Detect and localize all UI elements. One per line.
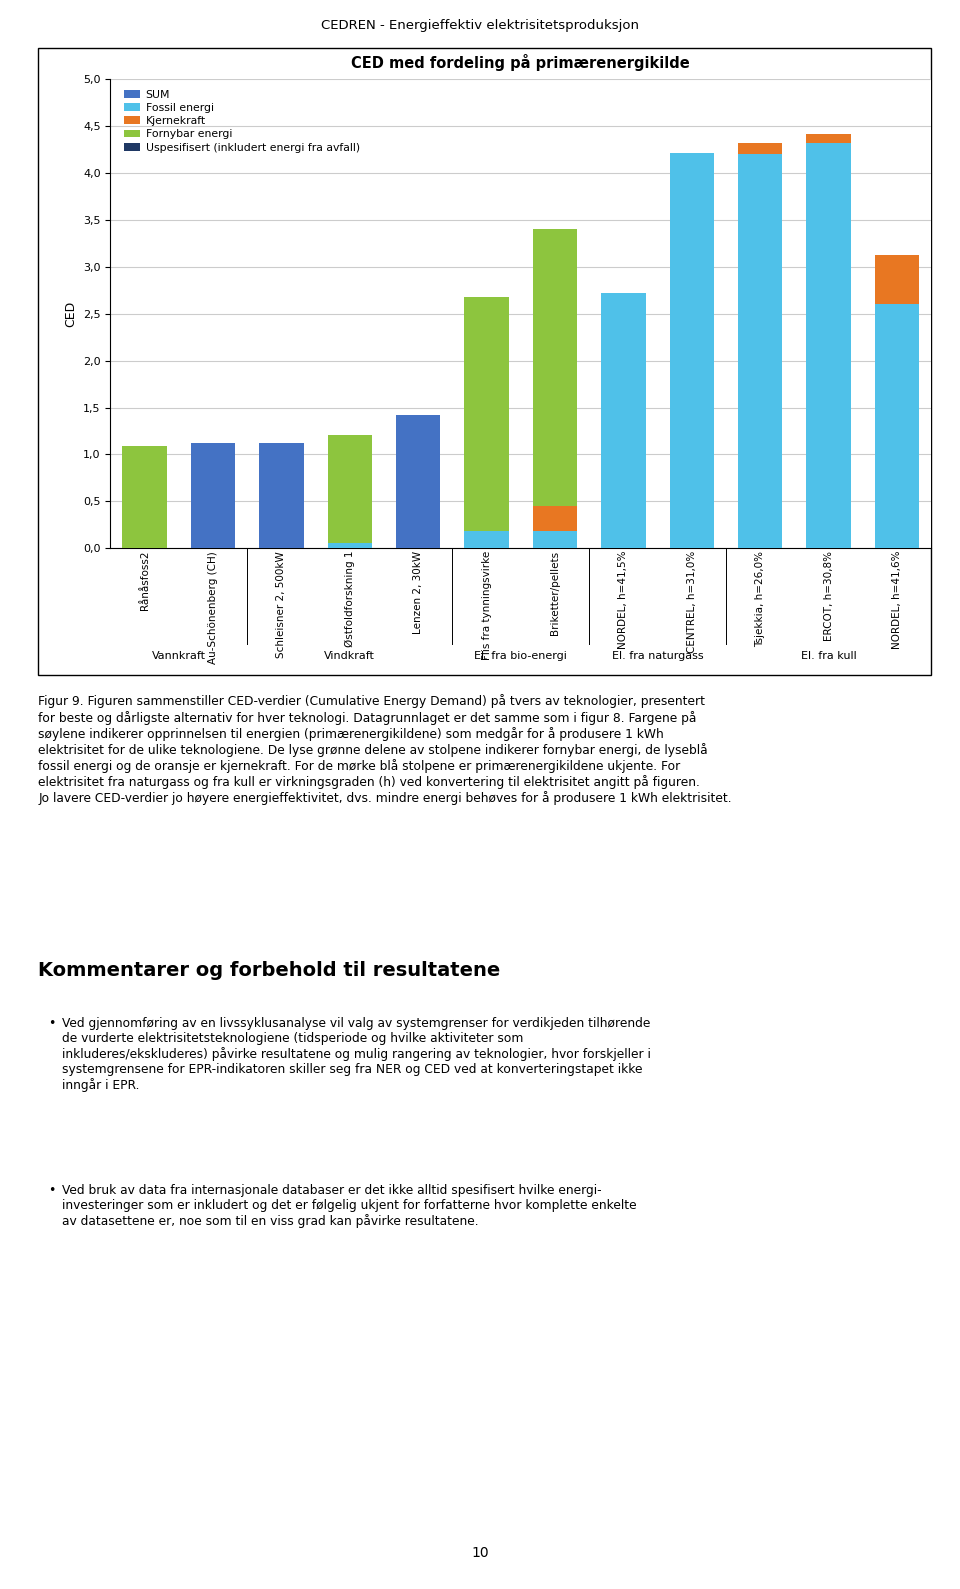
Text: El. fra kull: El. fra kull bbox=[801, 651, 856, 661]
Text: Vindkraft: Vindkraft bbox=[324, 651, 375, 661]
Y-axis label: CED: CED bbox=[64, 300, 78, 327]
Bar bbox=[327, 542, 372, 548]
Bar bbox=[465, 531, 509, 548]
Bar bbox=[875, 305, 920, 548]
Bar bbox=[259, 443, 303, 548]
Bar bbox=[533, 531, 577, 548]
Bar bbox=[533, 229, 577, 505]
Text: •: • bbox=[48, 1017, 56, 1030]
Bar bbox=[738, 143, 782, 154]
Bar bbox=[327, 435, 372, 542]
Text: •: • bbox=[48, 1184, 56, 1197]
Bar bbox=[396, 415, 441, 548]
Bar bbox=[601, 294, 646, 548]
Text: El. fra bio-energi: El. fra bio-energi bbox=[474, 651, 567, 661]
Bar bbox=[533, 505, 577, 531]
Title: CED med fordeling på primærenergikilde: CED med fordeling på primærenergikilde bbox=[351, 54, 690, 72]
Bar bbox=[465, 297, 509, 531]
Text: 10: 10 bbox=[471, 1546, 489, 1560]
Text: Kommentarer og forbehold til resultatene: Kommentarer og forbehold til resultatene bbox=[38, 961, 501, 980]
Bar bbox=[875, 254, 920, 305]
Bar bbox=[122, 447, 167, 548]
Bar bbox=[806, 143, 851, 548]
Text: Vannkraft: Vannkraft bbox=[152, 651, 205, 661]
Text: El. fra naturgass: El. fra naturgass bbox=[612, 651, 704, 661]
Text: Ved gjennomføring av en livssyklusanalyse vil valg av systemgrenser for verdikje: Ved gjennomføring av en livssyklusanalys… bbox=[62, 1017, 651, 1092]
Text: Figur 9. Figuren sammenstiller CED-verdier (Cumulative Energy Demand) på tvers a: Figur 9. Figuren sammenstiller CED-verdi… bbox=[38, 694, 732, 806]
Bar bbox=[669, 153, 714, 548]
Legend: SUM, Fossil energi, Kjernekraft, Fornybar energi, Uspesifisert (inkludert energi: SUM, Fossil energi, Kjernekraft, Fornyba… bbox=[124, 89, 360, 153]
Text: CEDREN - Energieffektiv elektrisitetsproduksjon: CEDREN - Energieffektiv elektrisitetspro… bbox=[321, 19, 639, 32]
Bar bbox=[806, 133, 851, 143]
Text: Ved bruk av data fra internasjonale databaser er det ikke alltid spesifisert hvi: Ved bruk av data fra internasjonale data… bbox=[62, 1184, 637, 1228]
Bar bbox=[738, 154, 782, 548]
Bar bbox=[191, 443, 235, 548]
